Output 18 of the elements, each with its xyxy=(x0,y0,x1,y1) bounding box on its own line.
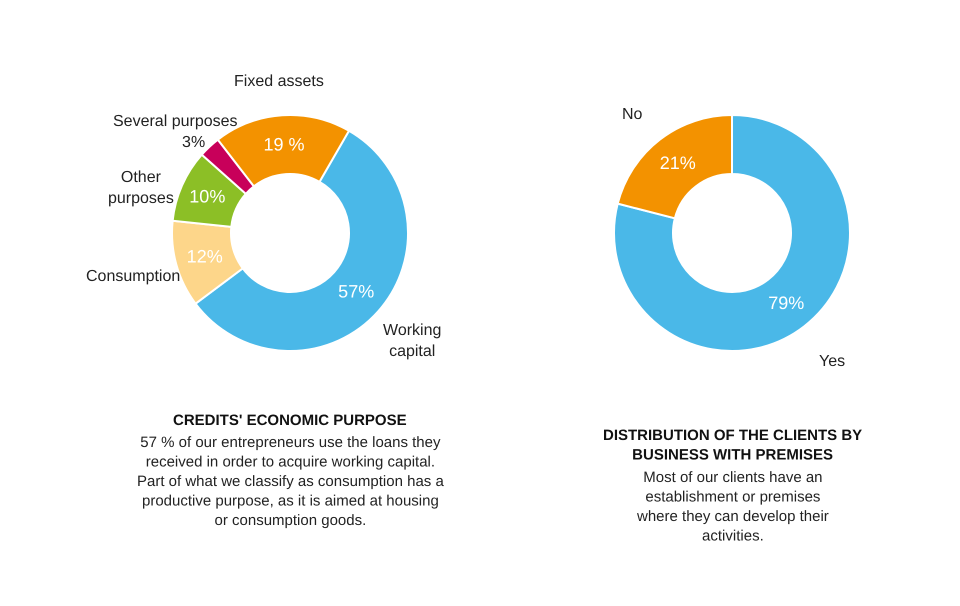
data-label: 12% xyxy=(186,246,223,267)
text: DISTRIBUTION OF THE CLIENTS BY BUSINESS WITH PREMISES xyxy=(603,427,862,464)
slice-label: Working capital xyxy=(383,322,442,360)
text: 57 % of our entrepreneurs use the loans they received in order to acquire working capital. Part of what we classify as consumption has a productive purpose, as it is aimed at housing or consumption goods. xyxy=(137,434,444,529)
data-label: 3% xyxy=(182,134,206,151)
data-label: 57% xyxy=(338,282,374,302)
slice-label: Several purposes xyxy=(113,113,238,130)
slice-label: Consumption xyxy=(86,268,180,285)
slice-label: Fixed assets xyxy=(234,73,324,90)
text: CREDITS' ECONOMIC PURPOSE xyxy=(173,412,407,429)
slice-label: No xyxy=(622,106,643,123)
data-label: 79% xyxy=(768,292,804,313)
data-label: 10% xyxy=(189,186,226,207)
data-label: 19 % xyxy=(264,134,305,155)
slice-label: Other purposes xyxy=(108,169,174,207)
slice-label: Yes xyxy=(819,353,846,370)
text: Most of our clients have an establishment or premises where they can develop their activities. xyxy=(636,469,829,544)
data-label: 21% xyxy=(660,153,696,174)
